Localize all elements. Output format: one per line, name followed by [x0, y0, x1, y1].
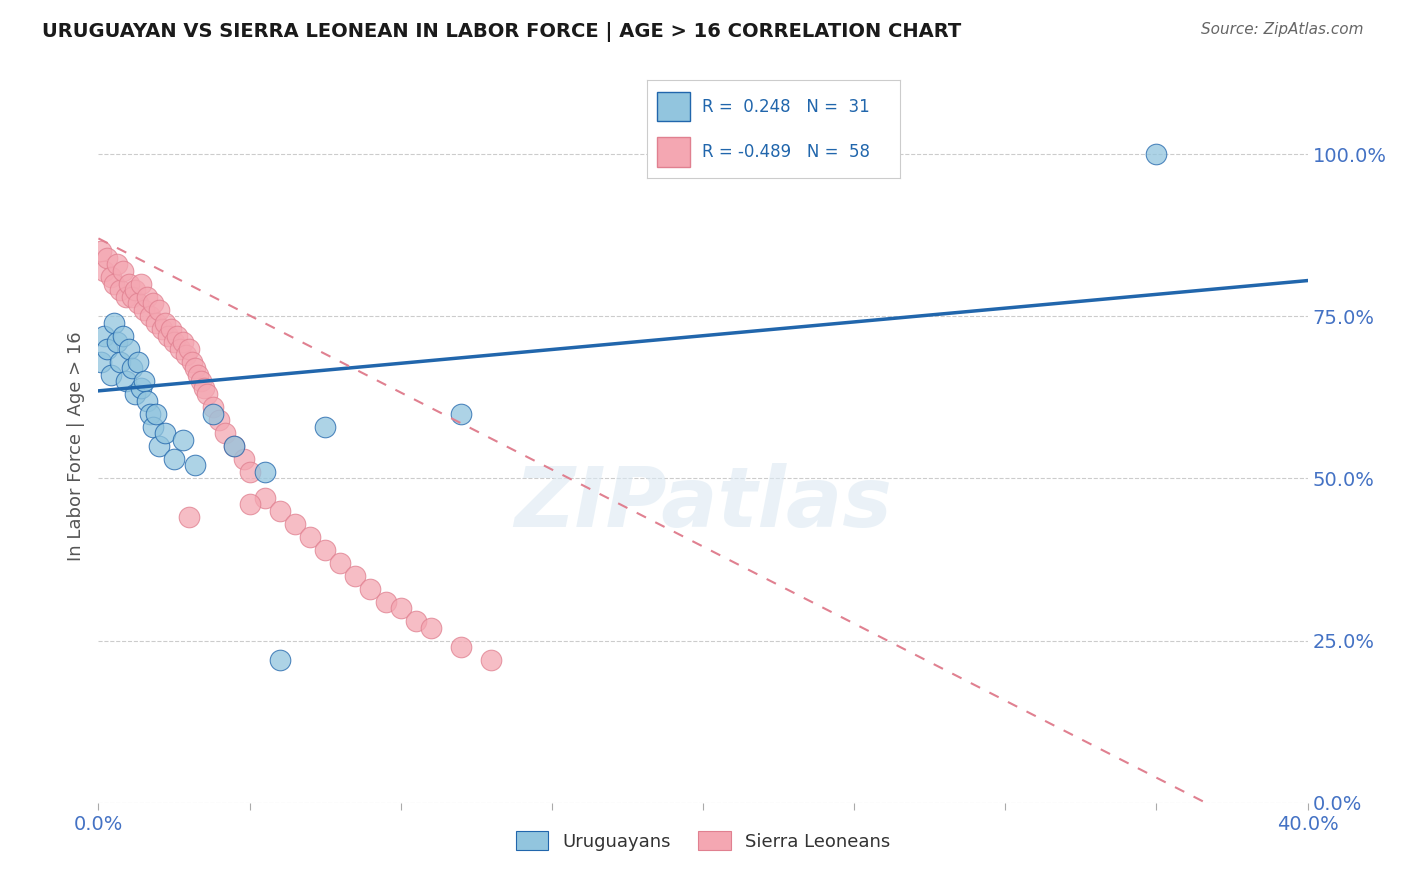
Point	[450, 640, 472, 654]
Point	[103, 316, 125, 330]
Point	[314, 542, 336, 557]
Y-axis label: In Labor Force | Age > 16: In Labor Force | Age > 16	[66, 331, 84, 561]
Point	[121, 290, 143, 304]
Point	[1144, 147, 1167, 161]
Point	[150, 322, 173, 336]
Point	[184, 458, 207, 473]
Point	[153, 425, 176, 440]
Point	[145, 316, 167, 330]
Point	[224, 439, 246, 453]
Point	[93, 328, 115, 343]
Point	[344, 568, 367, 582]
Point	[100, 368, 122, 382]
Point	[132, 374, 155, 388]
Bar	[657, 137, 690, 167]
Point	[169, 342, 191, 356]
Point	[299, 530, 322, 544]
Point	[145, 407, 167, 421]
Bar	[657, 92, 690, 121]
Point	[108, 354, 131, 368]
Point	[193, 381, 215, 395]
Point	[202, 407, 225, 421]
Point	[124, 283, 146, 297]
Text: R = -0.489   N =  58: R = -0.489 N = 58	[703, 143, 870, 161]
Point	[163, 335, 186, 350]
Legend: Uruguayans, Sierra Leoneans: Uruguayans, Sierra Leoneans	[509, 824, 897, 858]
Point	[253, 491, 276, 505]
Point	[284, 516, 307, 531]
Point	[111, 328, 134, 343]
Point	[129, 277, 152, 291]
Point	[174, 348, 197, 362]
Point	[90, 244, 112, 259]
Point	[127, 296, 149, 310]
Point	[105, 335, 128, 350]
Point	[232, 452, 254, 467]
Point	[269, 653, 291, 667]
Point	[214, 425, 236, 440]
Point	[374, 595, 396, 609]
Point	[314, 419, 336, 434]
Point	[118, 277, 141, 291]
Point	[127, 354, 149, 368]
Point	[118, 342, 141, 356]
Point	[105, 257, 128, 271]
Point	[208, 413, 231, 427]
Point	[163, 452, 186, 467]
Point	[124, 387, 146, 401]
Point	[184, 361, 207, 376]
Text: ZIPatlas: ZIPatlas	[515, 463, 891, 543]
Point	[103, 277, 125, 291]
Point	[111, 264, 134, 278]
Point	[132, 302, 155, 317]
Point	[114, 374, 136, 388]
Point	[179, 510, 201, 524]
Point	[224, 439, 246, 453]
Point	[96, 251, 118, 265]
Point	[139, 407, 162, 421]
Point	[142, 296, 165, 310]
Point	[239, 497, 262, 511]
Point	[181, 354, 204, 368]
Point	[450, 407, 472, 421]
Point	[142, 419, 165, 434]
Point	[253, 465, 276, 479]
Point	[187, 368, 209, 382]
Point	[172, 433, 194, 447]
Point	[179, 342, 201, 356]
Point	[153, 316, 176, 330]
Point	[90, 354, 112, 368]
Point	[96, 342, 118, 356]
Point	[148, 302, 170, 317]
Point	[135, 290, 157, 304]
Point	[420, 621, 443, 635]
Point	[160, 322, 183, 336]
Point	[239, 465, 262, 479]
Point	[166, 328, 188, 343]
Point	[481, 653, 503, 667]
Point	[172, 335, 194, 350]
Point	[195, 387, 218, 401]
Point	[202, 400, 225, 414]
Text: URUGUAYAN VS SIERRA LEONEAN IN LABOR FORCE | AGE > 16 CORRELATION CHART: URUGUAYAN VS SIERRA LEONEAN IN LABOR FOR…	[42, 22, 962, 42]
Point	[108, 283, 131, 297]
Text: Source: ZipAtlas.com: Source: ZipAtlas.com	[1201, 22, 1364, 37]
Point	[190, 374, 212, 388]
Point	[114, 290, 136, 304]
Point	[135, 393, 157, 408]
Point	[93, 264, 115, 278]
Point	[100, 270, 122, 285]
Point	[269, 504, 291, 518]
Point	[360, 582, 382, 596]
Point	[329, 556, 352, 570]
Text: R =  0.248   N =  31: R = 0.248 N = 31	[703, 98, 870, 116]
Point	[405, 614, 427, 628]
Point	[121, 361, 143, 376]
Point	[156, 328, 179, 343]
Point	[129, 381, 152, 395]
Point	[139, 310, 162, 324]
Point	[389, 601, 412, 615]
Point	[148, 439, 170, 453]
